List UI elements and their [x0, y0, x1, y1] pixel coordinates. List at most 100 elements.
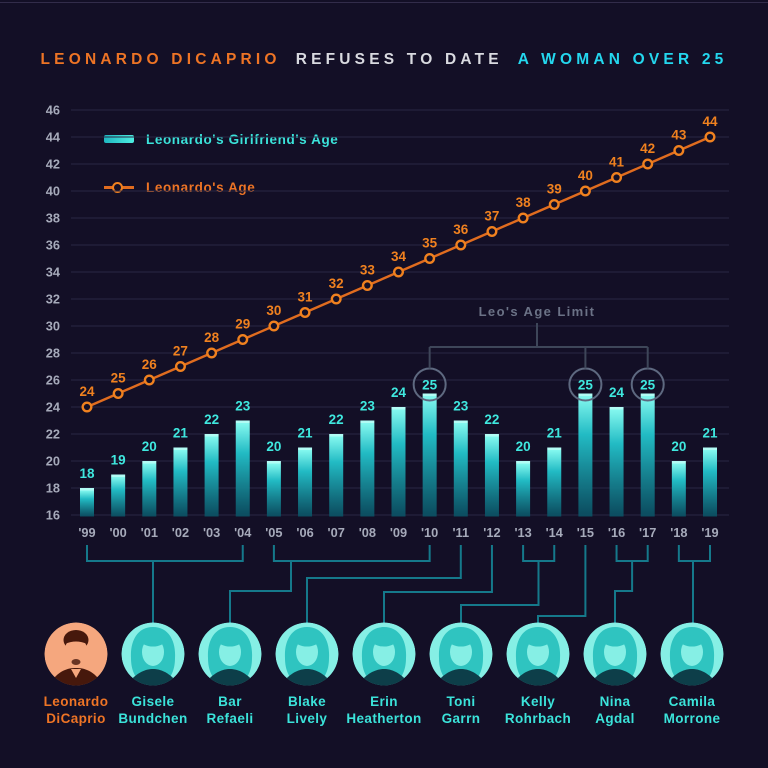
leo-age-point [455, 239, 467, 251]
leo-age-point [673, 144, 685, 156]
bar-value-label: 24 [609, 385, 625, 400]
leo-age-point [611, 171, 623, 183]
bar-value-label: 20 [671, 439, 686, 454]
girlfriend-age-bar [547, 450, 562, 517]
leo-age-point [548, 198, 560, 210]
year-bracket-gisele [86, 545, 244, 562]
bar-top-cap [703, 447, 717, 450]
girlfriend-age-bar [391, 409, 406, 517]
bar-top-cap [142, 461, 157, 464]
year-bracket-toni [522, 545, 556, 562]
girlfriend-age-bar [453, 423, 468, 517]
person-name-line2: Bundchen [118, 711, 188, 726]
bar-value-label-circled: 25 [640, 378, 656, 393]
bar-value-label: 21 [547, 426, 563, 441]
portrait-silhouette [429, 622, 493, 686]
age-limit-rings: 25 25 25 [412, 367, 665, 402]
title-leonardo-dicaprio: LEONARDO DICAPRIO [40, 51, 281, 68]
leo-age-value-label: 35 [422, 236, 438, 251]
person-name-line1: Leonardo [43, 694, 109, 709]
leo-age-point [361, 280, 373, 292]
person-name-line2: DiCaprio [46, 711, 106, 726]
x-axis-label: '07 [328, 525, 345, 540]
girlfriend-age-bar [640, 396, 655, 517]
y-axis-label: 36 [46, 238, 60, 253]
legend-item-girlfriend-age: Leonardo's Girlfriend's Age [104, 128, 338, 150]
y-axis-label: 44 [46, 130, 61, 145]
bar-value-label: 22 [204, 412, 219, 427]
person-name-line1: Blake [287, 694, 327, 709]
bar-top-cap [578, 393, 593, 396]
leo-age-point [268, 320, 280, 332]
person-name-line2: Lively [286, 711, 328, 726]
leo-age-value-label: 25 [111, 371, 127, 386]
leo-age-value-label: 37 [484, 209, 499, 224]
leo-age-value-label: 42 [640, 141, 655, 156]
bar-value-label: 24 [391, 385, 407, 400]
portrait-silhouette [352, 622, 416, 686]
x-axis-label: '09 [390, 525, 407, 540]
leo-age-point [424, 252, 436, 264]
bar-top-cap [329, 434, 344, 437]
leo-age-value-label: 32 [329, 276, 344, 291]
x-axis-label: '02 [172, 525, 189, 540]
leo-age-value-label: 43 [671, 128, 687, 143]
person-card-gisele: Gisele Bundchen [107, 622, 199, 727]
person-name: Blake Lively [261, 693, 353, 727]
x-axis-label: '05 [265, 525, 282, 540]
x-axis-label: '00 [110, 525, 127, 540]
girlfriend-age-bar [609, 409, 624, 517]
leo-age-value-label: 39 [547, 182, 562, 197]
leonardo-portrait-icon [44, 622, 108, 686]
x-axis-label: '15 [577, 525, 594, 540]
person-name-line1: Camila [668, 694, 716, 709]
leo-age-point [112, 388, 124, 400]
bar-value-label: 20 [516, 439, 531, 454]
leo-age-point [143, 374, 155, 386]
person-name-line1: Toni [446, 694, 476, 709]
girlfriend-age-bar [671, 463, 686, 517]
x-axis-label: '06 [296, 525, 313, 540]
bar-value-label: 22 [329, 412, 344, 427]
leo-age-point [206, 347, 218, 359]
girlfriend-age-bar [484, 436, 499, 517]
leo-age-value-label: 28 [204, 330, 220, 345]
person-name: Camila Morrone [646, 693, 738, 727]
person-name: Toni Garrn [415, 693, 507, 727]
x-axis-label: '18 [670, 525, 687, 540]
legend-bar-label: Leonardo's Girlfriend's Age [146, 131, 339, 147]
portrait-silhouette [275, 622, 339, 686]
y-axis-label: 22 [46, 427, 60, 442]
girlfriend-age-bar [516, 463, 531, 517]
girlfriend-age-bar [703, 450, 717, 517]
bar-value-label: 21 [702, 426, 718, 441]
portrait-silhouette [506, 622, 570, 686]
person-name-line2: Agdal [595, 711, 635, 726]
person-card-toni: Toni Garrn [415, 622, 507, 727]
leo-age-value-label: 27 [173, 344, 188, 359]
x-axis-label: '12 [483, 525, 500, 540]
leo-age-point [81, 401, 93, 413]
y-axis-label: 20 [46, 454, 60, 469]
person-name-line1: Kelly [520, 694, 556, 709]
person-name-line1: Erin [370, 694, 398, 709]
girlfriend-age-bar [422, 396, 437, 517]
x-axis-label: '10 [421, 525, 438, 540]
bar-value-label: 20 [266, 439, 281, 454]
person-card-camila: Camila Morrone [646, 622, 738, 727]
x-axis-label: '17 [639, 525, 656, 540]
bar-top-cap [111, 474, 126, 477]
leo-age-value-label: 36 [453, 222, 469, 237]
portrait-silhouette [44, 622, 108, 686]
portrait-silhouette [660, 622, 724, 686]
girlfriend-portrait-icon [583, 622, 647, 686]
person-card-nina: Nina Agdal [569, 622, 661, 727]
x-axis-label: '14 [546, 525, 564, 540]
bar-top-cap [640, 393, 655, 396]
leo-age-point [393, 266, 405, 278]
leo-age-value-label: 31 [298, 290, 314, 305]
person-card-bar: Bar Refaeli [184, 622, 276, 727]
person-card-blake: Blake Lively [261, 622, 353, 727]
